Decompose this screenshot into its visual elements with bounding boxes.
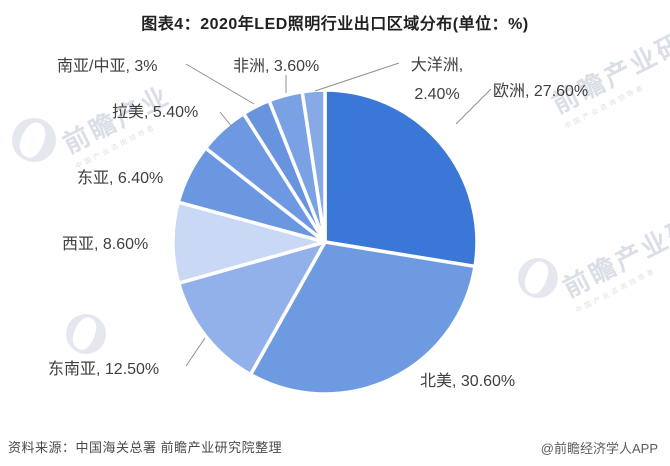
leader-line-southeast-asia <box>185 337 206 367</box>
slice-label-oceania: 大洋洲, 2.40% <box>410 57 464 103</box>
pie-slice-southeast-asia <box>176 240 327 377</box>
app-credit: @前瞻经济学人APP <box>540 441 658 456</box>
pie-slice-north-america <box>248 240 477 396</box>
slice-label-africa: 非洲, 3.60% <box>233 58 320 75</box>
slice-label-west-asia: 西亚, 8.60% <box>62 236 149 253</box>
slice-label-southeast-asia: 东南亚, 12.50% <box>48 361 160 378</box>
data-source-note: 资料来源：中国海关总署 前瞻产业研究院整理 <box>8 440 283 455</box>
slice-label-europe: 欧洲, 27.60% <box>493 83 589 100</box>
chart-title: 图表4：2020年LED照明行业出口区域分布(单位：%) <box>141 16 529 33</box>
slice-label-latin-america: 拉美, 5.40% <box>112 104 199 121</box>
slice-label-east-asia: 东亚, 6.40% <box>77 170 164 187</box>
leader-line-oceania <box>314 62 400 92</box>
slice-label-south-central-asia: 南亚/中亚, 3% <box>57 58 158 75</box>
pie-slice-europe <box>323 88 479 269</box>
leader-line-south-central-asia <box>185 63 255 105</box>
slice-label-north-america: 北美, 30.60% <box>420 373 516 390</box>
leader-line-latin-america <box>219 111 233 128</box>
leader-line-europe <box>455 88 492 125</box>
pie-slice-oceania <box>300 88 327 244</box>
